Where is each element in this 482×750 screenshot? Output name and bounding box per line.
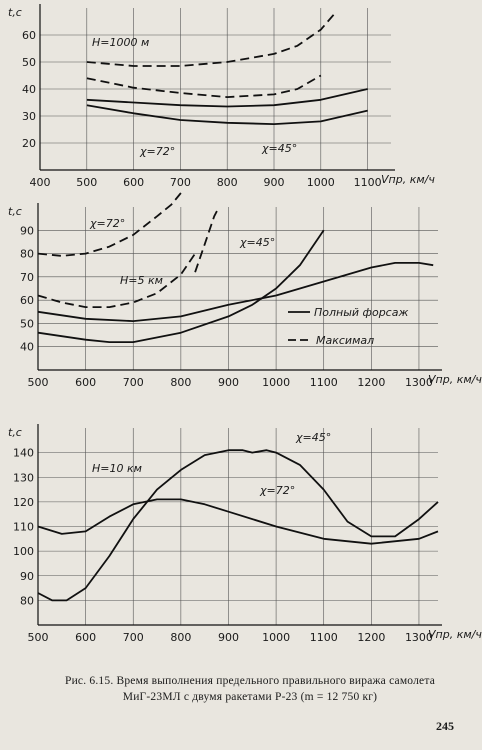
y-tick-label: 120	[13, 496, 34, 509]
x-tick-label: 500	[28, 376, 49, 389]
x-tick-label: 1000	[262, 631, 290, 644]
y-tick-label: 60	[20, 294, 34, 307]
x-tick-label: 1100	[310, 376, 338, 389]
x-axis-label: Vпр, км/ч	[428, 373, 482, 386]
y-tick-label: 90	[20, 224, 34, 237]
x-tick-label: 800	[170, 631, 191, 644]
x-tick-label: 1300	[405, 631, 433, 644]
x-tick-label: 1300	[405, 376, 433, 389]
series-line-1	[37, 498, 439, 545]
series-line-4	[86, 104, 368, 125]
y-tick-label: 80	[20, 248, 34, 261]
x-tick-label: 1200	[357, 376, 385, 389]
series-line-2	[37, 449, 439, 602]
series-line-5	[37, 229, 325, 343]
caption-line-1: Рис. 6.15. Время выполнения предельного …	[64, 675, 436, 687]
annotation-label: χ=72°	[259, 484, 295, 497]
chart-1: 400 500 600 700 800 900 1000 1100 20 30 40 50 60t,c V…	[8, 4, 435, 189]
x-tick-label: 600	[75, 376, 96, 389]
series-line-2	[86, 74, 322, 98]
x-tick-label: 400	[30, 176, 51, 189]
y-tick-label: 80	[20, 594, 34, 607]
page-number: 245	[436, 719, 454, 733]
caption-line-2: МиГ-23МЛ с двумя ракетами Р-23 (m = 12 7…	[122, 691, 378, 703]
y-tick-label: 130	[13, 471, 34, 484]
series-line-4	[37, 262, 434, 322]
y-axis-label: t,c	[8, 205, 22, 218]
annotation-label: H=10 км	[92, 462, 142, 475]
x-tick-label: 700	[123, 631, 144, 644]
x-tick-label: 900	[218, 376, 239, 389]
x-tick-label: 900	[218, 631, 239, 644]
annotation-label: χ=45°	[261, 142, 297, 155]
y-tick-label: 60	[22, 29, 36, 42]
x-tick-label: 900	[264, 176, 285, 189]
series-line-1	[37, 192, 182, 257]
y-axis-label: t,c	[8, 426, 22, 439]
x-tick-label: 600	[75, 631, 96, 644]
y-tick-label: 20	[22, 137, 36, 150]
chart-3: 500 600 700 800 900 1000 1100 1200 1300 80 90 100 11…	[8, 424, 482, 644]
y-tick-label: 110	[13, 521, 34, 534]
x-tick-label: 800	[170, 376, 191, 389]
x-tick-label: 500	[76, 176, 97, 189]
annotation-label: χ=72°	[89, 217, 125, 230]
annotation-label: H=5 км	[120, 274, 163, 287]
y-tick-label: 40	[22, 83, 36, 96]
series-line-3	[86, 88, 368, 108]
y-tick-label: 70	[20, 271, 34, 284]
y-tick-label: 140	[13, 447, 34, 460]
x-tick-label: 700	[123, 376, 144, 389]
x-tick-label: 800	[217, 176, 238, 189]
x-tick-label: 1200	[357, 631, 385, 644]
x-axis-label: Vпр, км/ч	[428, 628, 482, 641]
legend-label-maximal: Максимал	[316, 334, 374, 347]
y-tick-label: 40	[20, 341, 34, 354]
y-axis-label: t,c	[8, 6, 22, 19]
annotation-label: χ=45°	[295, 431, 331, 444]
y-tick-label: 50	[20, 317, 34, 330]
y-tick-label: 100	[13, 545, 34, 558]
legend-label-full-afterburner: Полный форсаж	[314, 306, 408, 319]
annotation-label: χ=72°	[139, 145, 175, 158]
annotation-label: H=1000 м	[92, 36, 149, 49]
y-tick-label: 50	[22, 56, 36, 69]
series-line-2	[37, 253, 196, 308]
x-tick-label: 600	[123, 176, 144, 189]
y-tick-label: 90	[20, 570, 34, 583]
x-tick-label: 500	[28, 631, 49, 644]
x-tick-label: 1000	[307, 176, 335, 189]
x-tick-label: 700	[170, 176, 191, 189]
annotation-label: χ=45°	[239, 236, 275, 249]
x-tick-label: 1100	[310, 631, 338, 644]
x-tick-label: 1100	[354, 176, 382, 189]
figure-caption: Рис. 6.15. Время выполнения предельного …	[60, 673, 440, 705]
series-line-3	[194, 206, 220, 273]
y-tick-label: 30	[22, 110, 36, 123]
x-axis-label: Vпр, км/ч	[381, 173, 435, 186]
x-tick-label: 1000	[262, 376, 290, 389]
chart-2: 500 600 700 800 900 1000 1100 1200 1300 40 50 60 70 8…	[8, 192, 482, 389]
